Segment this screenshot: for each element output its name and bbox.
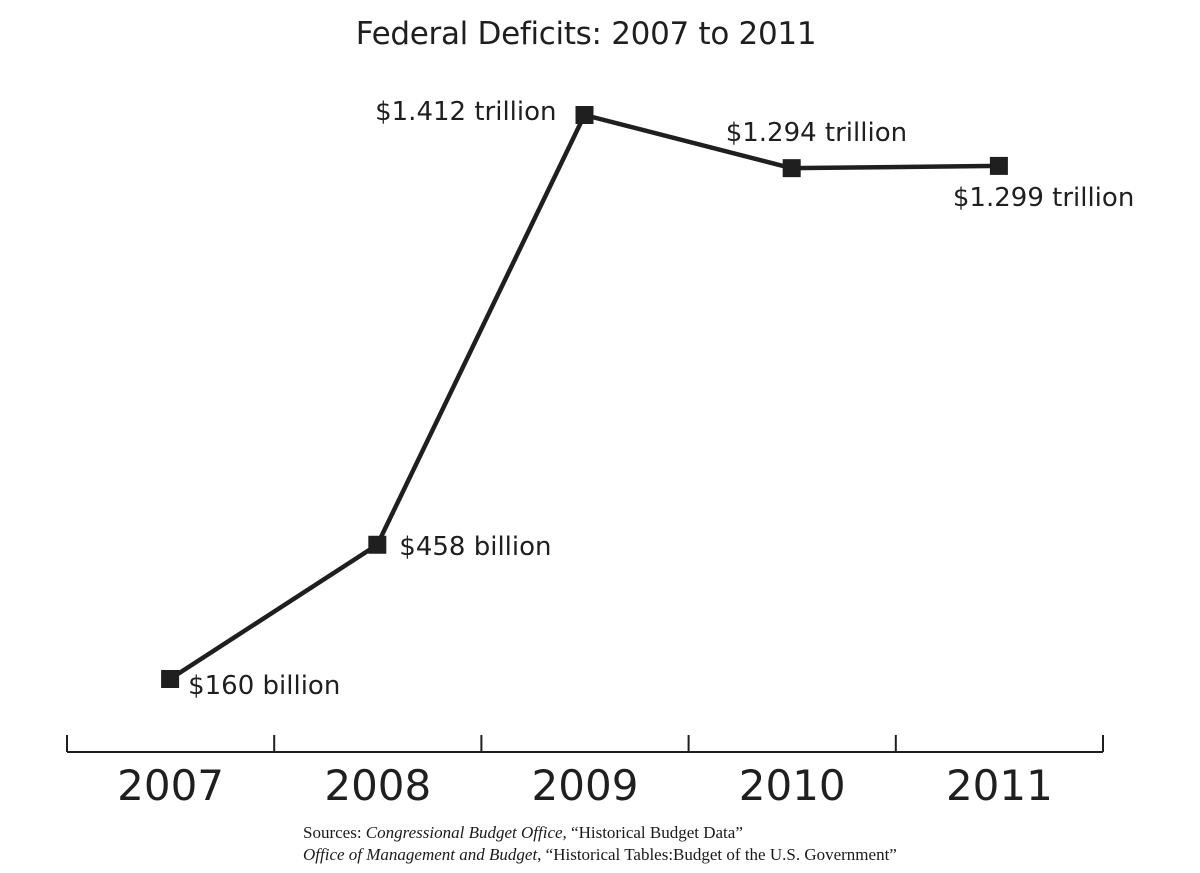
x-axis-labels: 2007 2008 2009 2010 2011 [117, 761, 1053, 810]
data-label-2009: $1.412 trillion [375, 97, 556, 127]
data-label-2010: $1.294 trillion [726, 118, 907, 148]
data-label-2007: $160 billion [188, 671, 340, 701]
data-point-marker-2007 [161, 670, 180, 688]
data-point-marker-2008 [368, 535, 387, 554]
data-labels: $160 billion $458 billion $1.412 trillion $… [188, 97, 1134, 701]
deficit-series [161, 106, 1008, 688]
x-tick-label-2008: 2008 [324, 761, 431, 810]
x-tick-label-2007: 2007 [117, 761, 224, 810]
source-line-1: Sources: Congressional Budget Office, “H… [303, 823, 743, 842]
chart-title: Federal Deficits: 2007 to 2011 [355, 16, 817, 52]
deficit-line [168, 112, 999, 681]
data-point-marker-2009 [575, 106, 594, 124]
x-axis [66, 735, 1104, 753]
data-label-2008: $458 billion [399, 532, 551, 562]
data-point-marker-2010 [782, 159, 801, 178]
source-omb: Office of Management and Budget [303, 845, 538, 864]
x-tick-label-2011: 2011 [946, 761, 1053, 810]
source-line-2: Office of Management and Budget, “Histor… [303, 845, 897, 864]
data-label-2011: $1.299 trillion [953, 183, 1134, 213]
source-cbo: Congressional Budget Office [365, 823, 563, 842]
x-tick-label-2010: 2010 [739, 761, 846, 810]
x-tick-label-2009: 2009 [532, 761, 639, 810]
data-point-marker-2011 [989, 156, 1008, 175]
sources-note: Sources: Congressional Budget Office, “H… [303, 822, 897, 866]
